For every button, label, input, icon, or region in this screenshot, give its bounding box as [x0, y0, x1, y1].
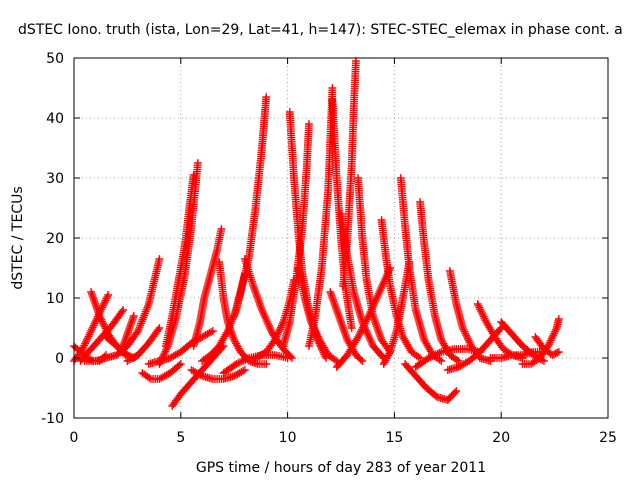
x-tick-label: 20 [492, 430, 510, 446]
series-34 [396, 174, 446, 365]
series-14 [187, 366, 249, 383]
series-40 [443, 324, 506, 374]
data-point [540, 357, 548, 365]
data-point [262, 360, 271, 368]
data-point [358, 357, 367, 365]
x-tick-label: 15 [385, 430, 403, 446]
data-point [305, 120, 313, 128]
y-tick-label: 30 [46, 171, 64, 187]
chart-title: dSTEC Iono. truth (ista, Lon=29, Lat=41,… [18, 22, 623, 38]
series-24 [294, 264, 341, 365]
data-point [217, 225, 226, 233]
data-point [262, 93, 271, 101]
data-point [554, 348, 563, 356]
series-31 [332, 264, 395, 371]
y-tick-label: 10 [46, 291, 64, 307]
series-15 [189, 225, 226, 350]
series-5 [80, 255, 164, 365]
data-point [208, 327, 217, 335]
series-7 [117, 312, 138, 356]
y-axis-label: dSTEC / TECUs [10, 186, 26, 289]
y-tick-label: 40 [46, 111, 64, 127]
data-point [347, 324, 356, 332]
series-38 [411, 345, 484, 371]
series-4 [76, 306, 128, 365]
x-tick-label: 25 [599, 430, 617, 446]
axis-ticks: 0 5 10 15 20 25 -10 0 10 20 30 40 50 [41, 51, 617, 446]
data-point [104, 291, 113, 299]
series-36 [401, 360, 461, 404]
data-point [554, 315, 563, 323]
data-point [352, 57, 360, 65]
y-tick-label: 20 [46, 231, 64, 247]
series-9 [138, 360, 185, 383]
data-point [240, 366, 249, 374]
data-point [155, 255, 164, 263]
data-point [452, 387, 461, 395]
data-point [119, 306, 128, 314]
data-points [70, 57, 563, 410]
y-tick-label: -10 [41, 411, 64, 427]
series-10 [144, 327, 217, 368]
series-17 [215, 258, 271, 368]
series-13 [168, 342, 228, 410]
data-point [328, 84, 337, 92]
x-axis-label: GPS time / hours of day 283 of year 2011 [196, 460, 486, 476]
series-44 [531, 333, 563, 359]
data-point [193, 159, 202, 167]
data-point [283, 354, 292, 362]
y-tick-label: 0 [55, 351, 64, 367]
series-20 [219, 351, 292, 377]
y-tick-label: 50 [46, 51, 64, 67]
series-12 [155, 159, 202, 368]
x-tick-label: 5 [176, 430, 185, 446]
data-point [155, 324, 164, 332]
series-43 [518, 315, 563, 368]
data-point [437, 357, 446, 365]
series-29 [339, 57, 360, 290]
series-42 [486, 348, 548, 362]
data-point [129, 312, 138, 320]
data-point [176, 360, 185, 368]
series-8 [123, 324, 164, 365]
x-tick-label: 10 [279, 430, 297, 446]
series-41 [497, 318, 548, 365]
series-23 [279, 120, 313, 350]
x-tick-label: 0 [70, 430, 79, 446]
